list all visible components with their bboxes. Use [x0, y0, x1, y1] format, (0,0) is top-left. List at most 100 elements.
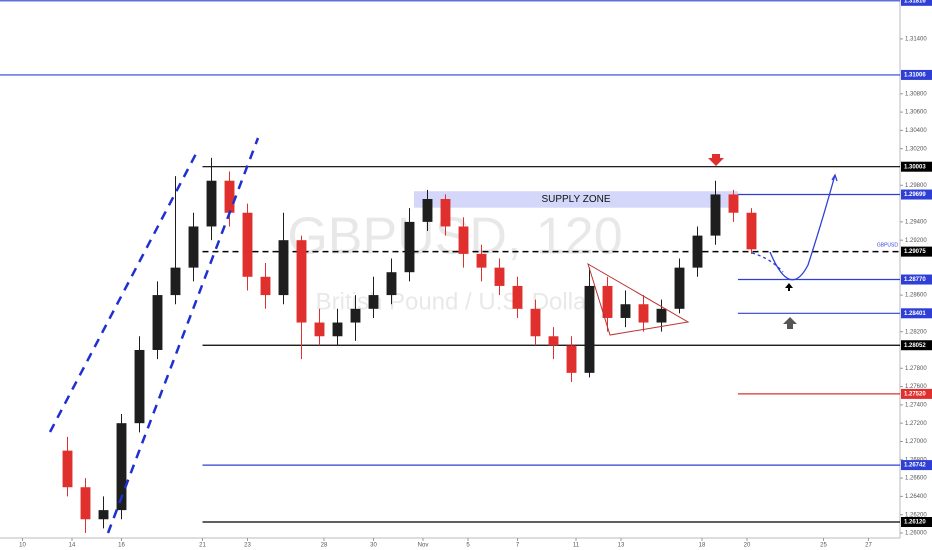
up-arrow: [785, 283, 793, 291]
level-label: 1.29699: [904, 192, 926, 198]
y-tick-label: 1.30600: [905, 110, 927, 116]
x-tick-label: 10: [19, 543, 26, 549]
projection-dotted: [751, 252, 784, 273]
y-tick-label: 1.31400: [905, 36, 927, 42]
candle-body: [728, 194, 739, 213]
y-tick-label: 1.29800: [905, 183, 927, 189]
y-tick-label: 1.28600: [905, 293, 927, 299]
level-tag: [901, 460, 932, 471]
y-tick-label: 1.27200: [905, 421, 927, 427]
axis-labels: 1.31400 1.30800 1.30600 1.30400 1.30200 1.298…: [19, 0, 932, 549]
x-tick-label: 20: [744, 543, 751, 549]
candle-body: [188, 226, 199, 268]
candle-body: [512, 285, 523, 309]
x-tick-label: 28: [321, 543, 328, 549]
x-tick-label: 27: [865, 543, 872, 549]
candle-body: [548, 336, 559, 346]
y-tick-label: 1.29200: [905, 238, 927, 244]
projection-arrowhead: [831, 173, 838, 182]
level-tag: [901, 161, 932, 172]
candle-body: [692, 235, 703, 268]
y-tick-label: 1.28200: [905, 329, 927, 335]
up-arrow: [783, 317, 797, 329]
candle-body: [656, 308, 667, 323]
candle-body: [296, 240, 307, 323]
y-tick-label: 1.26600: [905, 476, 927, 482]
candle-body: [368, 295, 379, 309]
y-tick-label: 1.30800: [905, 91, 927, 97]
y-tick-label: 1.26000: [905, 531, 927, 537]
candle-body: [422, 199, 433, 222]
level-label: 1.30003: [904, 164, 926, 170]
level-tag: [901, 517, 932, 528]
candle-body: [458, 226, 469, 254]
x-tick-label: 7: [516, 543, 520, 549]
candle-body: [80, 487, 91, 520]
level-label: 1.31006: [904, 73, 926, 79]
zone-label: SUPPLY ZONE: [541, 194, 610, 205]
candle-body: [260, 276, 271, 296]
candle-body: [314, 322, 325, 337]
candle-body: [530, 308, 541, 337]
candle-body: [746, 212, 757, 250]
candle-body: [62, 450, 73, 488]
symbol-tag: GBPUSD: [877, 243, 899, 249]
level-tag: [901, 0, 932, 6]
level-tag: [901, 189, 932, 200]
level-label: 1.31816: [904, 0, 926, 4]
level-tag: [901, 274, 932, 285]
projection-curve: [769, 174, 836, 281]
channel-line: [106, 137, 260, 534]
level-tag: [901, 388, 932, 399]
level-label: 1.26742: [904, 463, 926, 469]
level-tag: [901, 69, 932, 80]
level-label: 1.26120: [904, 520, 926, 526]
y-tick-label: 1.29400: [905, 219, 927, 225]
y-tick-label: 1.27000: [905, 439, 927, 445]
y-tick-label: 1.26200: [905, 512, 927, 518]
level-label: 1.28052: [904, 343, 926, 349]
candle-body: [494, 267, 505, 286]
candle-body: [278, 240, 289, 296]
level-tag: [901, 340, 932, 351]
y-tick-label: 1.30200: [905, 146, 927, 152]
x-tick-label: 11: [573, 543, 580, 549]
candle-body: [476, 253, 487, 268]
level-tag: [901, 308, 932, 319]
candle-body: [350, 308, 361, 323]
candle-body: [332, 322, 343, 337]
candle-body: [242, 212, 253, 277]
candle-body: [602, 285, 613, 318]
x-tick-label: 25: [820, 543, 827, 549]
x-tick-label: 30: [370, 543, 377, 549]
candle-body: [386, 272, 397, 296]
candle-body: [206, 180, 217, 227]
candle-body: [620, 304, 631, 318]
y-tick-label: 1.26400: [905, 494, 927, 500]
candle-body: [224, 180, 235, 213]
candle-body: [566, 345, 577, 373]
level-label: 1.27520: [904, 391, 926, 397]
y-tick-label: 1.27400: [905, 402, 927, 408]
watermark-title: GBPUSD, 120: [287, 208, 622, 266]
candle-body: [710, 194, 721, 236]
y-tick-label: 1.27800: [905, 366, 927, 372]
candle-body: [440, 199, 451, 227]
candle-body: [404, 221, 415, 273]
watermark-subtitle: British Pound / U.S. Dollar: [316, 288, 595, 315]
candle-body: [98, 510, 109, 520]
x-tick-label: 5: [466, 543, 470, 549]
y-tick-label: 1.27600: [905, 384, 927, 390]
level-label: 1.28401: [904, 311, 926, 317]
candle-body: [584, 285, 595, 373]
level-tag: [901, 246, 932, 257]
plot: SUPPLY ZONE: [0, 0, 900, 533]
level-label: 1.28770: [904, 277, 926, 283]
watermark: GBPUSD, 120 British Pound / U.S. Dollar: [287, 208, 622, 316]
candle-body: [170, 267, 181, 296]
x-tick-label: 13: [618, 543, 625, 549]
candle-body: [152, 295, 163, 350]
y-tick-label: 1.30400: [905, 128, 927, 134]
